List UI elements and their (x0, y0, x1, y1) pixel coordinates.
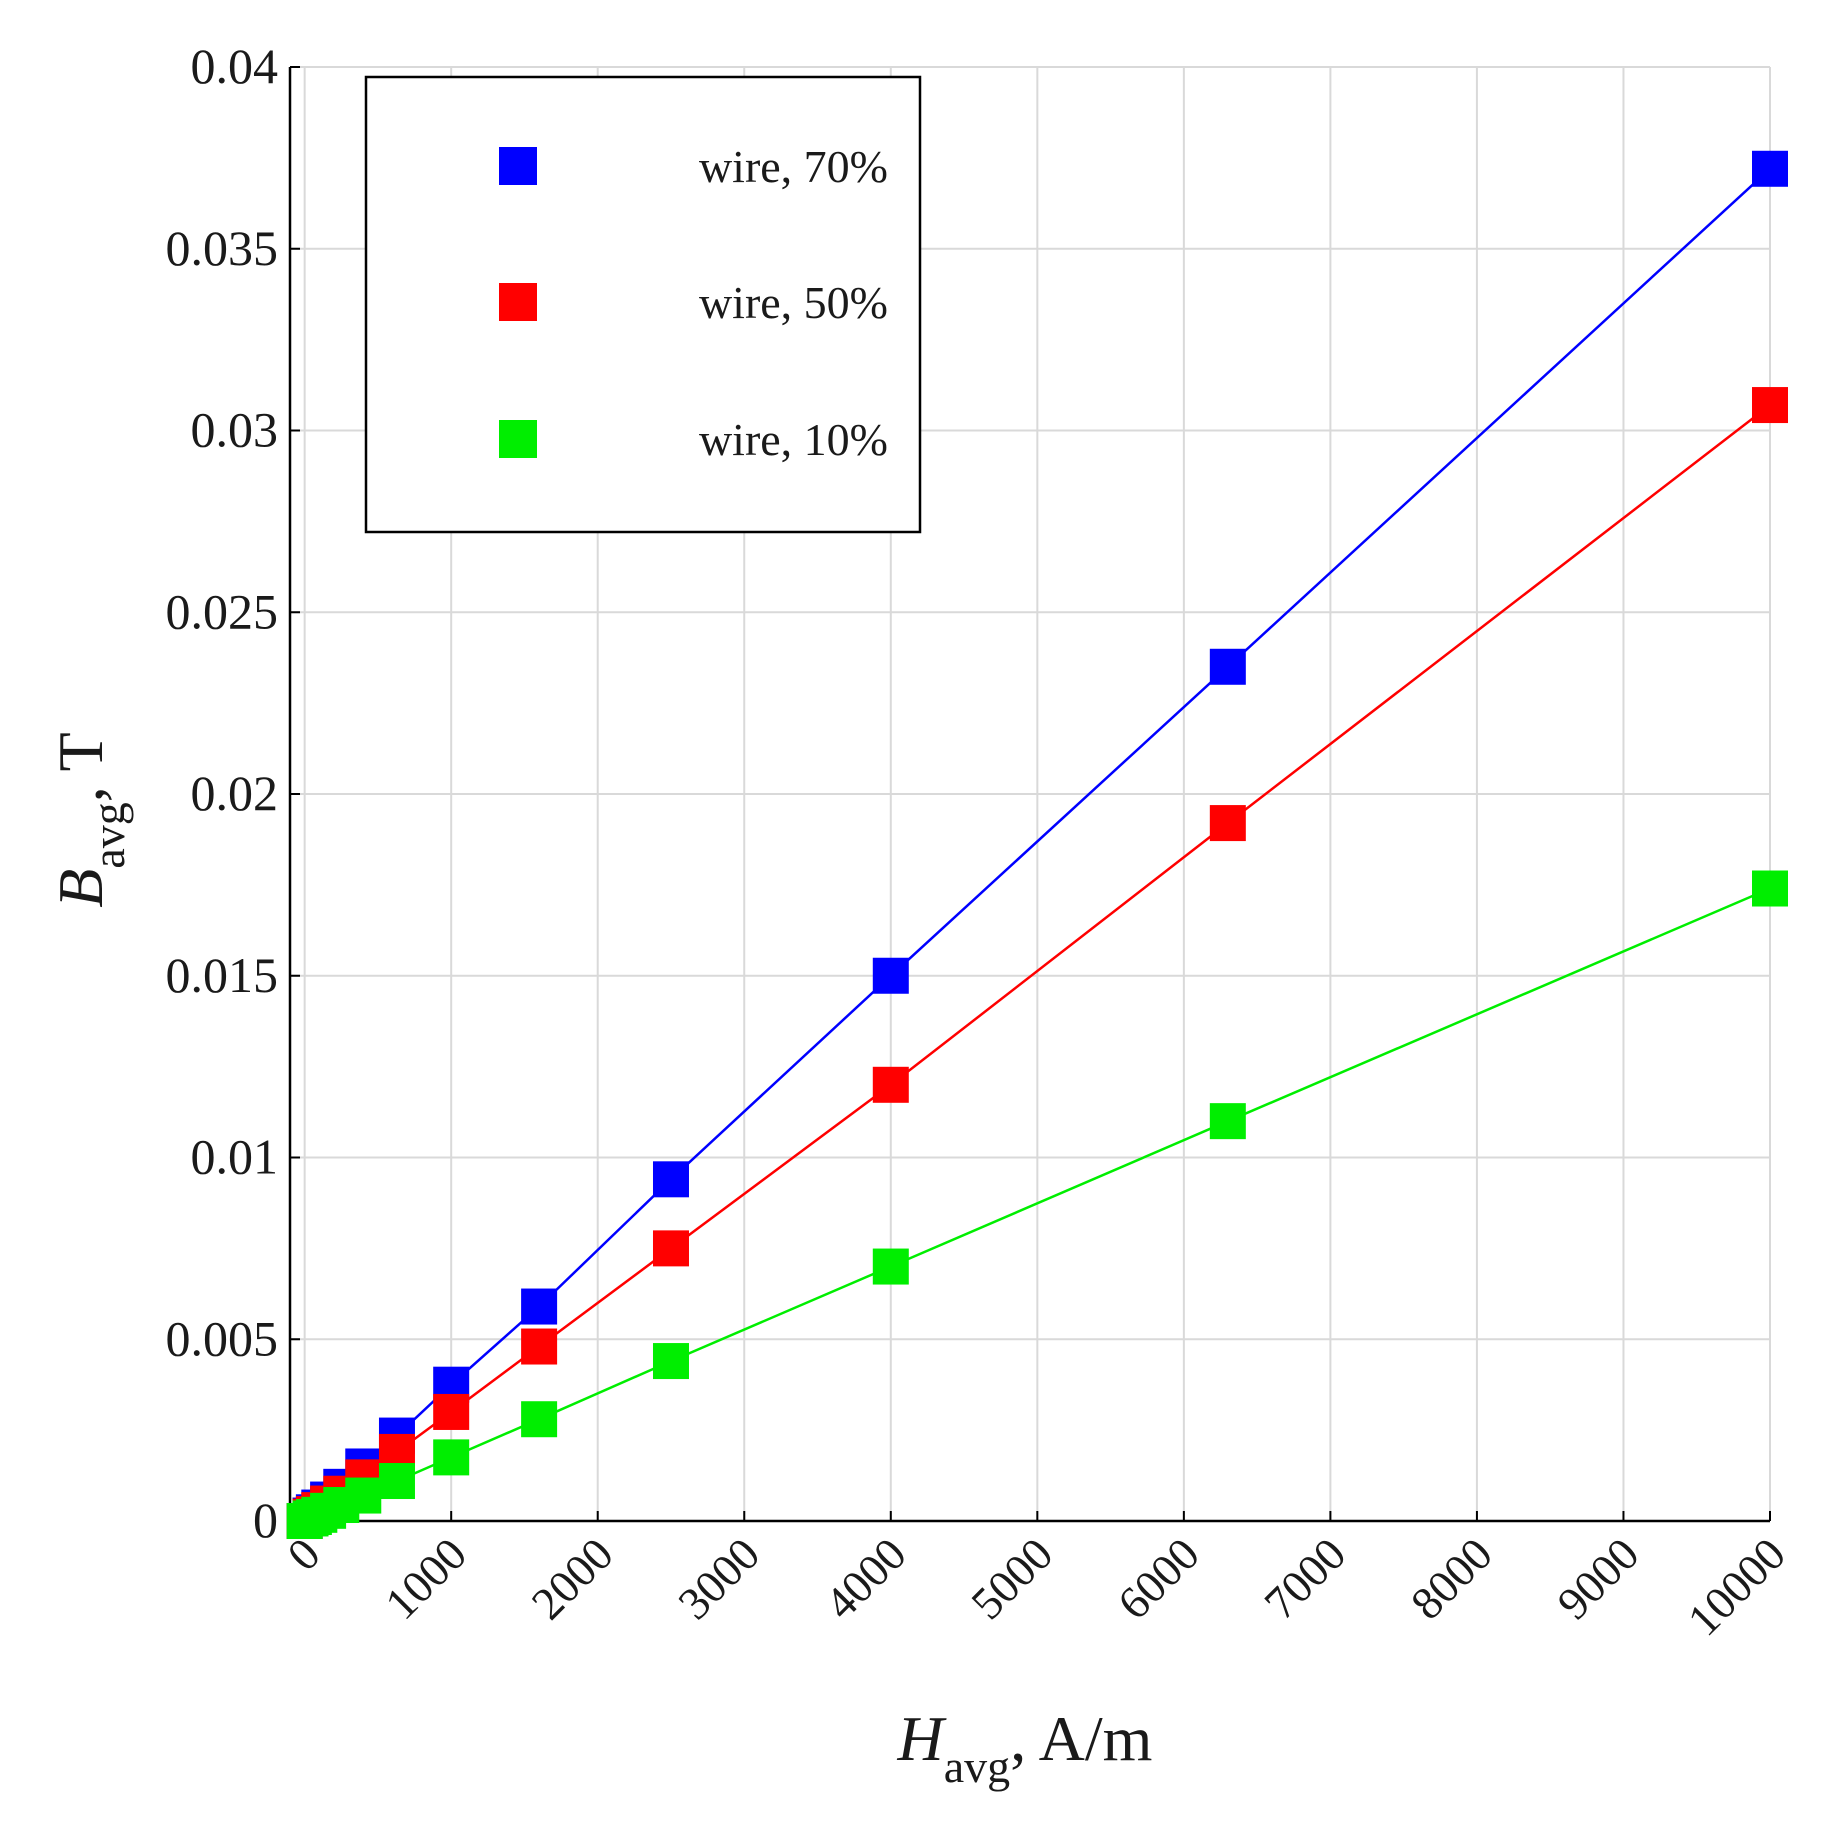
legend-box (364, 75, 922, 534)
y-tick-label: 0.025 (166, 583, 279, 639)
data-point (1209, 1103, 1246, 1140)
data-point (872, 1248, 909, 1285)
legend-marker-2 (499, 283, 537, 321)
y-tick-label: 0.04 (191, 38, 279, 94)
y-tick-label: 0.03 (191, 402, 279, 458)
legend: wire, 70% wire, 50% wire, 10% (364, 75, 922, 534)
data-point (872, 957, 909, 994)
legend-marker-3 (499, 420, 537, 458)
data-point (521, 1288, 558, 1325)
y-axis-title: Bavg, T (45, 732, 134, 907)
data-point (652, 1343, 689, 1380)
y-tick-label: 0.035 (166, 220, 279, 276)
data-point (1209, 805, 1246, 842)
data-point (378, 1463, 415, 1500)
data-point (652, 1161, 689, 1198)
data-point (872, 1066, 909, 1103)
data-point (521, 1328, 558, 1365)
legend-label-3: wire, 10% (699, 414, 888, 465)
y-tick-label: 0 (253, 1492, 278, 1548)
data-point (433, 1439, 470, 1476)
data-point (652, 1230, 689, 1267)
data-point (345, 1477, 382, 1514)
data-point (1752, 387, 1788, 424)
y-tick-label: 0.02 (191, 765, 279, 821)
data-point (433, 1393, 470, 1430)
data-point (1752, 870, 1788, 907)
axes (288, 66, 1771, 1523)
y-tick-label: 0.005 (166, 1310, 279, 1366)
y-tick-label: 0.01 (191, 1129, 279, 1185)
plot-area (286, 150, 1788, 1539)
y-tick-label: 0.015 (166, 947, 279, 1003)
data-point (1752, 150, 1788, 187)
data-point (521, 1401, 558, 1438)
legend-label-1: wire, 70% (699, 141, 888, 192)
x-axis-title: Havg, A/m (897, 1703, 1153, 1792)
data-point (1209, 648, 1246, 685)
legend-marker-1 (499, 147, 537, 185)
legend-label-2: wire, 50% (699, 277, 888, 328)
